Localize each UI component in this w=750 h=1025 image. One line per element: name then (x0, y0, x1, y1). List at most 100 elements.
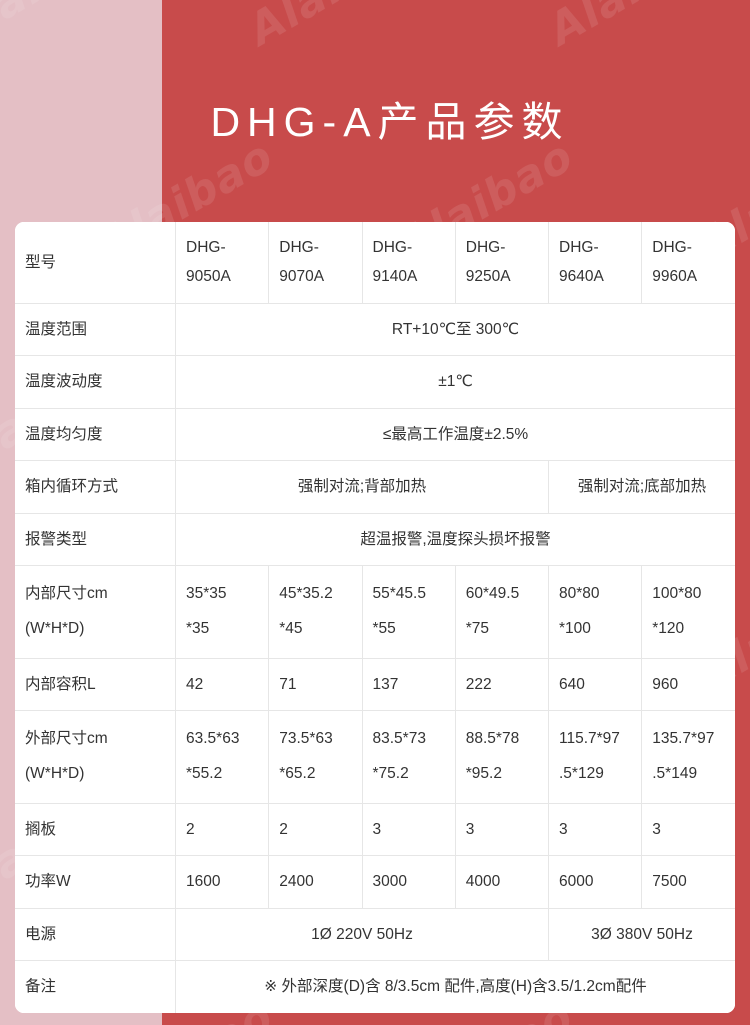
cell-model-3: DHG-9140A (362, 222, 456, 304)
cell-power-2: 2400 (268, 855, 363, 909)
cell-model-6: DHG-9960A (641, 222, 735, 304)
cell-shelves-6: 3 (641, 803, 735, 857)
cell-outer-size-6-line1: 135.7*97 (652, 730, 715, 748)
cell-outer-size-2-line1: 73.5*63 (279, 730, 333, 748)
row-label-outer-size: 外部尺寸cm (W*H*D) (15, 710, 176, 804)
cell-circulation-left: 强制对流;背部加热 (175, 460, 549, 514)
cell-supply-left: 1Ø 220V 50Hz (175, 908, 549, 962)
cell-inner-size-6-line2: *120 (652, 619, 685, 637)
row-label-model: 型号 (15, 222, 176, 304)
cell-outer-size-1: 63.5*63 *55.2 (175, 710, 270, 804)
row-label-temp-uniformity: 温度均匀度 (15, 408, 176, 462)
cell-outer-size-2: 73.5*63 *65.2 (268, 710, 363, 804)
cell-power-4: 4000 (455, 855, 550, 909)
table-row-shelves: 搁板 2 2 3 3 3 3 (15, 803, 735, 857)
cell-circulation-right: 强制对流;底部加热 (548, 460, 735, 514)
cell-temp-range-value: RT+10℃至 300℃ (175, 303, 735, 357)
row-label-temp-fluctuation: 温度波动度 (15, 355, 176, 409)
cell-outer-size-6: 135.7*97 .5*149 (641, 710, 735, 804)
table-row-model: 型号 DHG-9050A DHG-9070A DHG-9140A DHG-925… (15, 222, 735, 304)
table-row-temp-range: 温度范围 RT+10℃至 300℃ (15, 303, 735, 357)
cell-outer-size-4-line1: 88.5*78 (465, 730, 520, 748)
cell-model-1: DHG-9050A (175, 222, 270, 304)
cell-power-1: 1600 (175, 855, 270, 909)
cell-inner-size-2-line1: 45*35.2 (279, 585, 333, 603)
cell-inner-size-4-line1: 60*49.5 (465, 585, 520, 603)
cell-power-5: 6000 (548, 855, 643, 909)
cell-power-6: 7500 (641, 855, 735, 909)
table-row-temp-uniformity: 温度均匀度 ≤最高工作温度±2.5% (15, 408, 735, 462)
row-label-supply: 电源 (15, 908, 176, 962)
cell-outer-size-4: 88.5*78 *95.2 (455, 710, 550, 804)
cell-inner-volume-5: 640 (548, 658, 643, 712)
cell-inner-volume-6: 960 (641, 658, 735, 712)
cell-shelves-5: 3 (548, 803, 643, 857)
cell-outer-size-4-line2: *95.2 (465, 765, 502, 783)
cell-outer-size-3-line2: *75.2 (372, 765, 409, 783)
spec-table: 型号 DHG-9050A DHG-9070A DHG-9140A DHG-925… (15, 222, 735, 1013)
cell-inner-size-5-line1: 80*80 (559, 585, 600, 603)
cell-outer-size-2-line2: *65.2 (279, 765, 316, 783)
cell-remark-value: ※ 外部深度(D)含 8/3.5cm 配件,高度(H)含3.5/1.2cm配件 (175, 960, 735, 1013)
cell-inner-size-4-line2: *75 (465, 619, 490, 637)
cell-model-2: DHG-9070A (268, 222, 363, 304)
cell-inner-size-2: 45*35.2 *45 (268, 565, 363, 659)
row-label-shelves: 搁板 (15, 803, 176, 857)
row-label-inner-size-line1: 内部尺寸cm (25, 585, 108, 603)
cell-shelves-1: 2 (175, 803, 270, 857)
cell-inner-size-4: 60*49.5 *75 (455, 565, 550, 659)
table-row-outer-size: 外部尺寸cm (W*H*D) 63.5*63 *55.2 73.5*63 *65… (15, 710, 735, 804)
cell-model-4: DHG-9250A (455, 222, 550, 304)
cell-inner-size-2-line2: *45 (279, 619, 303, 637)
row-label-alarm-type: 报警类型 (15, 513, 176, 567)
cell-outer-size-1-line1: 63.5*63 (186, 730, 240, 748)
row-label-power: 功率W (15, 855, 176, 909)
row-label-inner-volume: 内部容积L (15, 658, 176, 712)
cell-inner-size-5-line2: *100 (559, 619, 591, 637)
cell-inner-volume-2: 71 (268, 658, 363, 712)
spec-table-card: 型号 DHG-9050A DHG-9070A DHG-9140A DHG-925… (15, 222, 735, 1013)
table-row-supply: 电源 1Ø 220V 50Hz 3Ø 380V 50Hz (15, 908, 735, 962)
cell-inner-size-6: 100*80 *120 (641, 565, 735, 659)
cell-inner-size-1: 35*35 *35 (175, 565, 270, 659)
cell-alarm-type-value: 超温报警,温度探头损坏报警 (175, 513, 735, 567)
cell-inner-size-1-line1: 35*35 (186, 585, 227, 603)
cell-inner-size-3-line1: 55*45.5 (372, 585, 426, 603)
cell-inner-size-6-line1: 100*80 (652, 585, 702, 603)
cell-outer-size-3: 83.5*73 *75.2 (362, 710, 456, 804)
table-row-inner-volume: 内部容积L 42 71 137 222 640 960 (15, 658, 735, 712)
cell-inner-volume-4: 222 (455, 658, 550, 712)
row-label-inner-size-line2: (W*H*D) (25, 619, 85, 637)
cell-power-3: 3000 (362, 855, 456, 909)
cell-temp-uniformity-value: ≤最高工作温度±2.5% (175, 408, 735, 462)
cell-inner-size-3-line2: *55 (372, 619, 396, 637)
row-label-circulation: 箱内循环方式 (15, 460, 176, 514)
row-label-outer-size-line1: 外部尺寸cm (25, 730, 108, 748)
table-row-circulation: 箱内循环方式 强制对流;背部加热 强制对流;底部加热 (15, 460, 735, 514)
cell-model-5: DHG-9640A (548, 222, 643, 304)
cell-inner-size-1-line2: *35 (186, 619, 210, 637)
row-label-inner-size: 内部尺寸cm (W*H*D) (15, 565, 176, 659)
cell-outer-size-3-line1: 83.5*73 (372, 730, 426, 748)
cell-outer-size-5-line1: 115.7*97 (559, 730, 620, 748)
table-row-power: 功率W 1600 2400 3000 4000 6000 7500 (15, 855, 735, 909)
cell-outer-size-1-line2: *55.2 (186, 765, 223, 783)
table-row-temp-fluctuation: 温度波动度 ±1℃ (15, 355, 735, 409)
table-row-inner-size: 内部尺寸cm (W*H*D) 35*35 *35 45*35.2 *45 55*… (15, 565, 735, 659)
cell-outer-size-5-line2: .5*129 (559, 765, 604, 783)
cell-shelves-2: 2 (268, 803, 363, 857)
cell-inner-volume-1: 42 (175, 658, 270, 712)
title-banner: DHG-A产品参数 (0, 0, 750, 222)
row-label-outer-size-line2: (W*H*D) (25, 765, 85, 783)
cell-inner-size-5: 80*80 *100 (548, 565, 643, 659)
page-title: DHG-A产品参数 (210, 99, 570, 145)
cell-shelves-3: 3 (362, 803, 456, 857)
row-label-temp-range: 温度范围 (15, 303, 176, 357)
table-row-remark: 备注 ※ 外部深度(D)含 8/3.5cm 配件,高度(H)含3.5/1.2cm… (15, 960, 735, 1013)
cell-outer-size-6-line2: .5*149 (652, 765, 698, 783)
cell-outer-size-5: 115.7*97 .5*129 (548, 710, 643, 804)
cell-inner-size-3: 55*45.5 *55 (362, 565, 456, 659)
cell-temp-fluctuation-value: ±1℃ (175, 355, 735, 409)
cell-shelves-4: 3 (455, 803, 550, 857)
table-row-alarm-type: 报警类型 超温报警,温度探头损坏报警 (15, 513, 735, 567)
